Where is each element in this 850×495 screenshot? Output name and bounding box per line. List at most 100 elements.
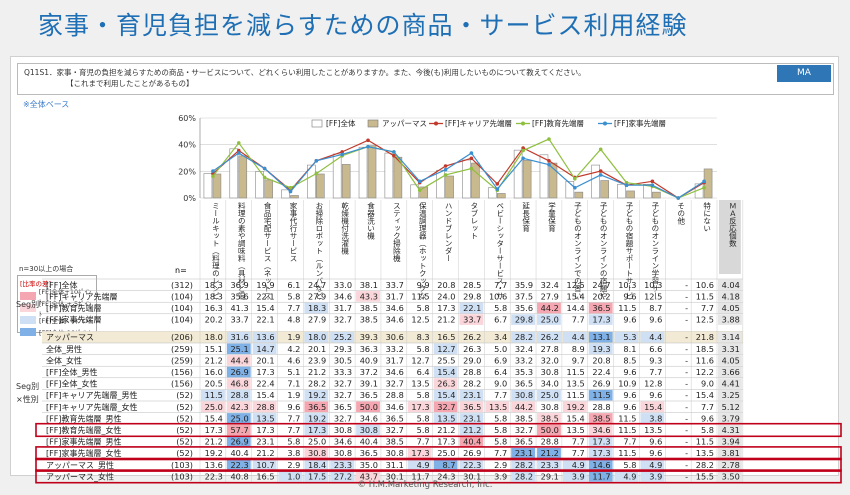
table-cell: 15.4 xyxy=(205,413,223,423)
legend-swatch xyxy=(367,119,379,128)
table-cell: 28.2 xyxy=(308,379,326,389)
table-cell: 23.1 xyxy=(463,413,481,423)
bar-ff-all xyxy=(281,189,290,199)
table-cell: 20.1 xyxy=(308,344,326,354)
table-cell: 30.8 xyxy=(541,367,559,377)
table-cell: 36.9 xyxy=(230,280,248,290)
series-point xyxy=(598,173,603,177)
table-cell: 23.1 xyxy=(515,448,533,458)
row-n: (104) xyxy=(171,303,193,313)
table-cell: 21.2 xyxy=(205,437,223,447)
table-cell: 26.3 xyxy=(437,379,455,389)
table-cell: 6.4 xyxy=(494,367,507,377)
table-cell: 5.8 xyxy=(417,344,430,354)
cell-highlight xyxy=(640,401,665,413)
bar-ff-all xyxy=(462,159,471,199)
table-cell: 24.7 xyxy=(592,280,610,290)
table-cell: 33.2 xyxy=(386,344,404,354)
column-header: ミールキット（料理のレシピ xyxy=(211,202,220,300)
table-cell: 36.3 xyxy=(360,344,378,354)
cell-highlight xyxy=(407,459,432,471)
table-cell: 30.8 xyxy=(360,425,378,435)
table-cell: 35.6 xyxy=(515,303,533,313)
series-point xyxy=(366,144,370,149)
row-label: [FF]全体_男性 xyxy=(46,367,97,377)
cell-highlight xyxy=(459,314,484,325)
cell-highlight xyxy=(562,331,587,343)
row-label: [FF]キャリア先端層_男性 xyxy=(46,390,137,400)
highlight-box xyxy=(35,469,842,484)
cell-highlight xyxy=(226,331,251,343)
legend-swatch xyxy=(311,119,323,128)
series-point xyxy=(236,141,241,145)
table-cell: 15.4 xyxy=(567,413,585,423)
difference-legend: [比率の差] [FF]全体+10ﾎﾟｲﾝﾄ [FF]全体 + 5ﾎﾟｲﾝﾄ [FF]… xyxy=(17,275,97,337)
ma-header-bg xyxy=(719,200,741,274)
table-cell: 32.7 xyxy=(437,402,455,412)
series-point xyxy=(521,156,525,161)
column-header: 乾燥機付洗濯機 xyxy=(340,201,349,256)
bar-upper-mass xyxy=(316,173,325,199)
table-cell: 1.9 xyxy=(287,390,300,400)
table-cell: 26.2 xyxy=(463,332,481,342)
table-cell: 32.4 xyxy=(515,344,533,354)
bar-upper-mass xyxy=(522,160,532,199)
table-cell: 7.7 xyxy=(287,303,300,313)
legend-label: [FF]教育先端層 xyxy=(532,118,584,128)
table-cell: 22.4 xyxy=(256,379,274,389)
table-cell: 11.5 xyxy=(618,448,636,458)
series-point xyxy=(340,150,344,154)
series-point xyxy=(314,171,319,176)
table-cell: 17.3 xyxy=(437,303,455,313)
table-cell: 30.8 xyxy=(541,402,559,412)
cell-highlight xyxy=(356,291,380,302)
cell-highlight xyxy=(537,331,561,343)
cell-highlight xyxy=(511,331,536,343)
table-cell: 8.3 xyxy=(417,332,430,342)
cell-highlight xyxy=(459,389,484,401)
table-cell: 9.9 xyxy=(417,280,430,290)
table-cell: 13.6 xyxy=(205,460,223,470)
table-cell: 10.3 xyxy=(644,280,662,290)
legend-swatch xyxy=(20,328,36,336)
column-header: ベビーシッターサービス・サ xyxy=(496,202,505,300)
table-cell: 11.7 xyxy=(411,471,429,481)
table-cell: 46.8 xyxy=(230,379,248,389)
table-cell: 34.6 xyxy=(334,291,352,301)
table-cell: - xyxy=(685,460,688,470)
bar-ff-all xyxy=(513,149,523,199)
highlight-box xyxy=(35,422,842,438)
table-cell: 34.0 xyxy=(541,379,559,389)
bar-upper-mass xyxy=(600,180,609,199)
table-cell: 21.2 xyxy=(541,448,559,458)
cell-highlight xyxy=(459,413,484,424)
table-cell: 34.6 xyxy=(386,367,404,377)
table-cell: 17.3 xyxy=(592,437,610,447)
cell-highlight xyxy=(640,413,665,424)
row-n: (259) xyxy=(171,355,193,365)
table-cell: 12.7 xyxy=(411,355,429,365)
table-cell: - xyxy=(685,355,688,365)
table-cell: 28.2 xyxy=(515,332,533,342)
table-cell: - xyxy=(685,367,688,377)
table-cell: 32.7 xyxy=(386,425,404,435)
cell-highlight xyxy=(640,459,665,471)
cell-highlight xyxy=(304,447,329,459)
table-cell: 30.8 xyxy=(308,448,326,458)
table-cell: 41.3 xyxy=(230,303,248,313)
series-point xyxy=(547,137,551,141)
table-cell: 7.7 xyxy=(287,425,300,435)
row-n: (52) xyxy=(176,413,193,423)
table-cell: 28.2 xyxy=(515,471,533,481)
column-header: 子どものオンラインの宿題や xyxy=(599,202,608,300)
cell-highlight xyxy=(537,413,561,424)
cell-highlight xyxy=(433,378,458,389)
table-cell: - xyxy=(685,291,688,301)
table-cell: 20.8 xyxy=(437,280,455,290)
table-cell: 11.5 xyxy=(592,390,610,400)
table-cell: 7.1 xyxy=(287,379,300,389)
table-cell: 9.6 xyxy=(649,448,662,458)
table-cell: 3.25 xyxy=(722,390,740,400)
table-cell: 33.0 xyxy=(334,280,352,290)
